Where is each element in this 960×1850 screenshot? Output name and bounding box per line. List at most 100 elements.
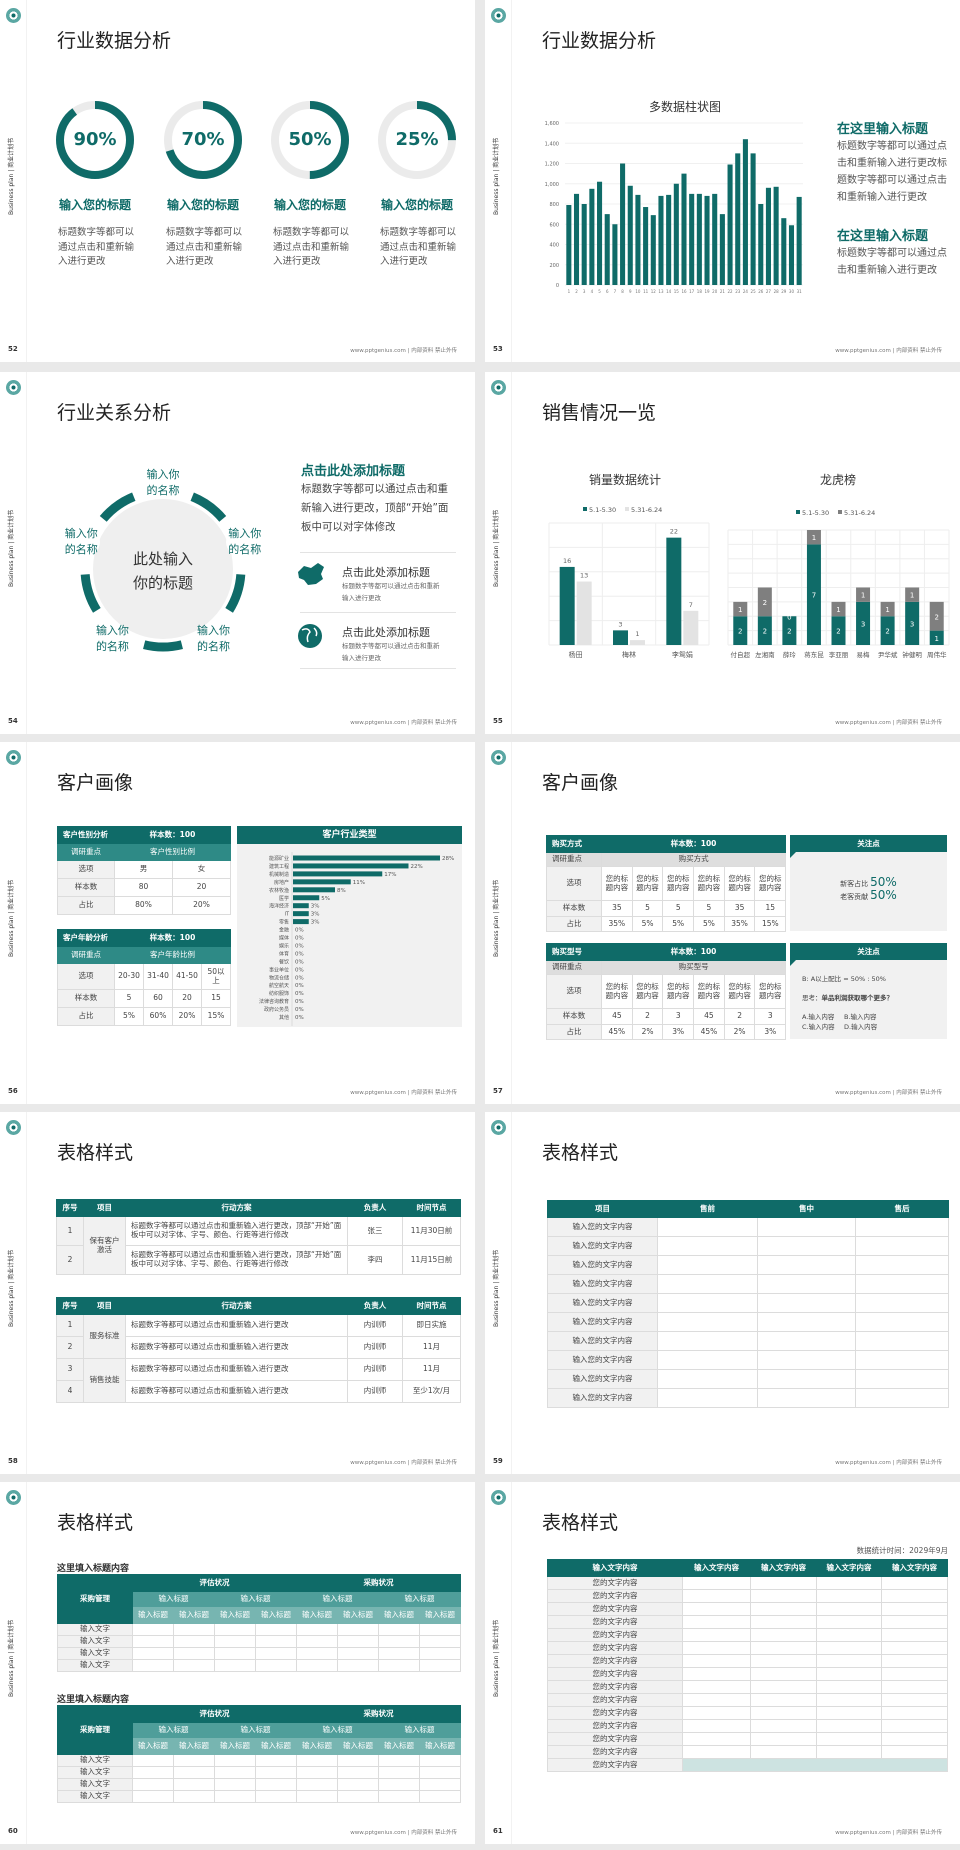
option-text: D.输入内容 <box>844 1023 878 1031</box>
industry-label: 海洋经济 <box>269 903 289 910</box>
table-cell: 您的标题内容 <box>662 974 695 1009</box>
table-title: 购买型号 <box>546 943 602 961</box>
table-cell: 41-50 <box>172 963 202 990</box>
table-cell: 占比 <box>546 1024 602 1040</box>
table-cell <box>750 1745 817 1759</box>
side-text: 标题数字等都可以通过点击和重新输入进行更改 <box>837 248 947 276</box>
age-table: 客户年龄分析 样本数：100 调研重点 客户年龄比例 选项 20-30 31-40 41-50… <box>57 929 232 1026</box>
table-cell <box>214 1623 256 1636</box>
table-cell <box>419 1635 461 1648</box>
bar-value-label: 0 <box>787 613 791 621</box>
industry-bar <box>293 871 383 877</box>
table-row: 您的文字内容 <box>547 1758 948 1772</box>
table-cell: 内训师 <box>347 1314 403 1337</box>
industry-value: 0% <box>295 1015 304 1021</box>
table-cell: 样本数 <box>546 1008 602 1025</box>
table-cell <box>816 1680 882 1694</box>
table-row: 占比 80% 20% <box>57 896 231 915</box>
procurement-table-1: 采购管理 评估状况 采购状况 输入标题 输入标题 输入标题 输入标题 输入标题 输入标题 输入标题… <box>57 1574 461 1672</box>
focus-label: 老客贡献 <box>840 893 869 901</box>
industry-label: 体育 <box>279 950 289 957</box>
table-cell <box>132 1623 174 1636</box>
stacked-bar <box>856 601 871 645</box>
x-category-label: 付自超 <box>731 650 751 659</box>
row-label: 您的文字内容 <box>547 1628 683 1642</box>
table-cell: 11月 <box>402 1358 461 1381</box>
table-cell <box>855 1369 949 1389</box>
table-cell <box>657 1236 758 1256</box>
cycle-arc <box>143 640 183 652</box>
industry-label: 房地产 <box>274 879 289 886</box>
table-cell <box>337 1754 379 1767</box>
table-cell <box>657 1255 758 1275</box>
table-cell: 内训师 <box>347 1358 403 1381</box>
circle-emblem-icon <box>491 380 506 395</box>
bar-value-label: 3 <box>618 620 622 628</box>
row-label: 输入您的文字内容 <box>547 1255 658 1275</box>
panel-header: 客户行业类型 <box>237 826 462 844</box>
table-row: 您的文字内容 <box>547 1732 948 1746</box>
table-cell <box>419 1647 461 1660</box>
table-cell: 4 <box>56 1380 84 1403</box>
focus-label: 调研重点 <box>546 852 602 867</box>
industry-value: 3% <box>311 904 320 910</box>
table-cell <box>855 1388 949 1408</box>
table-row: 选项男女 <box>57 860 231 879</box>
footer-text: www.pptgenius.com | 内部资料 禁止外传 <box>835 1830 942 1836</box>
sample-size: 样本数：100 <box>113 929 232 947</box>
table-cell: 35 <box>723 900 756 917</box>
table-cell <box>132 1778 174 1791</box>
table-cell <box>816 1615 882 1629</box>
table-cell <box>757 1350 856 1370</box>
focus-label: 新客占比 <box>840 880 869 888</box>
ring-value: 90% <box>73 129 117 150</box>
table-cell: 5% <box>114 1007 144 1026</box>
page-number: 58 <box>8 1457 18 1465</box>
chart-title: 销量数据统计 <box>589 472 661 487</box>
bar-day-27 <box>765 187 771 285</box>
slide-54: Business plan | 商业计划书 54 www.pptgenius.com… <box>0 372 475 734</box>
footer-text: www.pptgenius.com | 内部资料 禁止外传 <box>835 720 942 726</box>
sub-header: 输入标题 <box>419 1606 461 1624</box>
table-cell <box>757 1369 856 1389</box>
table-cell: 2% <box>723 1024 756 1040</box>
table-cell: 您的标题内容 <box>723 974 756 1009</box>
table-cell <box>296 1635 338 1648</box>
ring-fill <box>164 101 242 179</box>
table-cell <box>750 1589 817 1603</box>
mid-header: 输入标题 <box>296 1722 379 1738</box>
table-cell <box>750 1732 817 1746</box>
bar-value-label: 1 <box>635 630 639 638</box>
sub-header: 输入标题 <box>132 1606 174 1624</box>
table-cell: 您的标题内容 <box>693 866 725 901</box>
corner-header: 采购管理 <box>57 1574 133 1624</box>
row-label: 输入文字 <box>57 1754 133 1767</box>
bar-day-5 <box>597 181 603 285</box>
table-cell: 您的标题内容 <box>631 974 664 1009</box>
table-cell <box>682 1641 751 1655</box>
table-cell: 2 <box>56 1336 84 1359</box>
table-cell <box>657 1217 758 1237</box>
table-cell <box>816 1576 882 1590</box>
table-cell: 即日实施 <box>402 1314 461 1337</box>
table-cell <box>173 1766 215 1779</box>
row-label: 您的文字内容 <box>547 1719 683 1733</box>
globe-lines <box>301 627 318 643</box>
industry-bar-chart: 能源矿业 28% 建筑工程 22% 机械制造 17% 房地产 11% 农林牧渔 8% 医学 5% 海洋经… <box>259 852 454 1026</box>
project-cell: 服务标准 <box>83 1314 126 1359</box>
bar-day-31 <box>796 196 802 285</box>
slide-title: 客户画像 <box>542 772 619 794</box>
ring-value: 50% <box>288 129 332 150</box>
row-label: 输入您的文字内容 <box>547 1312 658 1332</box>
table-row: 输入您的文字内容 <box>547 1312 949 1332</box>
table-cell: 样本数 <box>546 900 602 917</box>
industry-value: 0% <box>295 943 304 949</box>
table-row: 您的文字内容 <box>547 1680 948 1694</box>
circle-emblem-icon <box>6 1490 21 1505</box>
sub-header: 输入标题 <box>419 1737 461 1755</box>
table-cell <box>816 1667 882 1681</box>
plan-cell: 标题数字等都可以通过点击和重新输入进行更改，顶部“开始”面板中可以对字体、字号、… <box>125 1216 348 1246</box>
side-label: Business plan | 商业计划书 <box>493 879 500 957</box>
ring-svg <box>271 101 349 179</box>
table-cell <box>214 1766 256 1779</box>
